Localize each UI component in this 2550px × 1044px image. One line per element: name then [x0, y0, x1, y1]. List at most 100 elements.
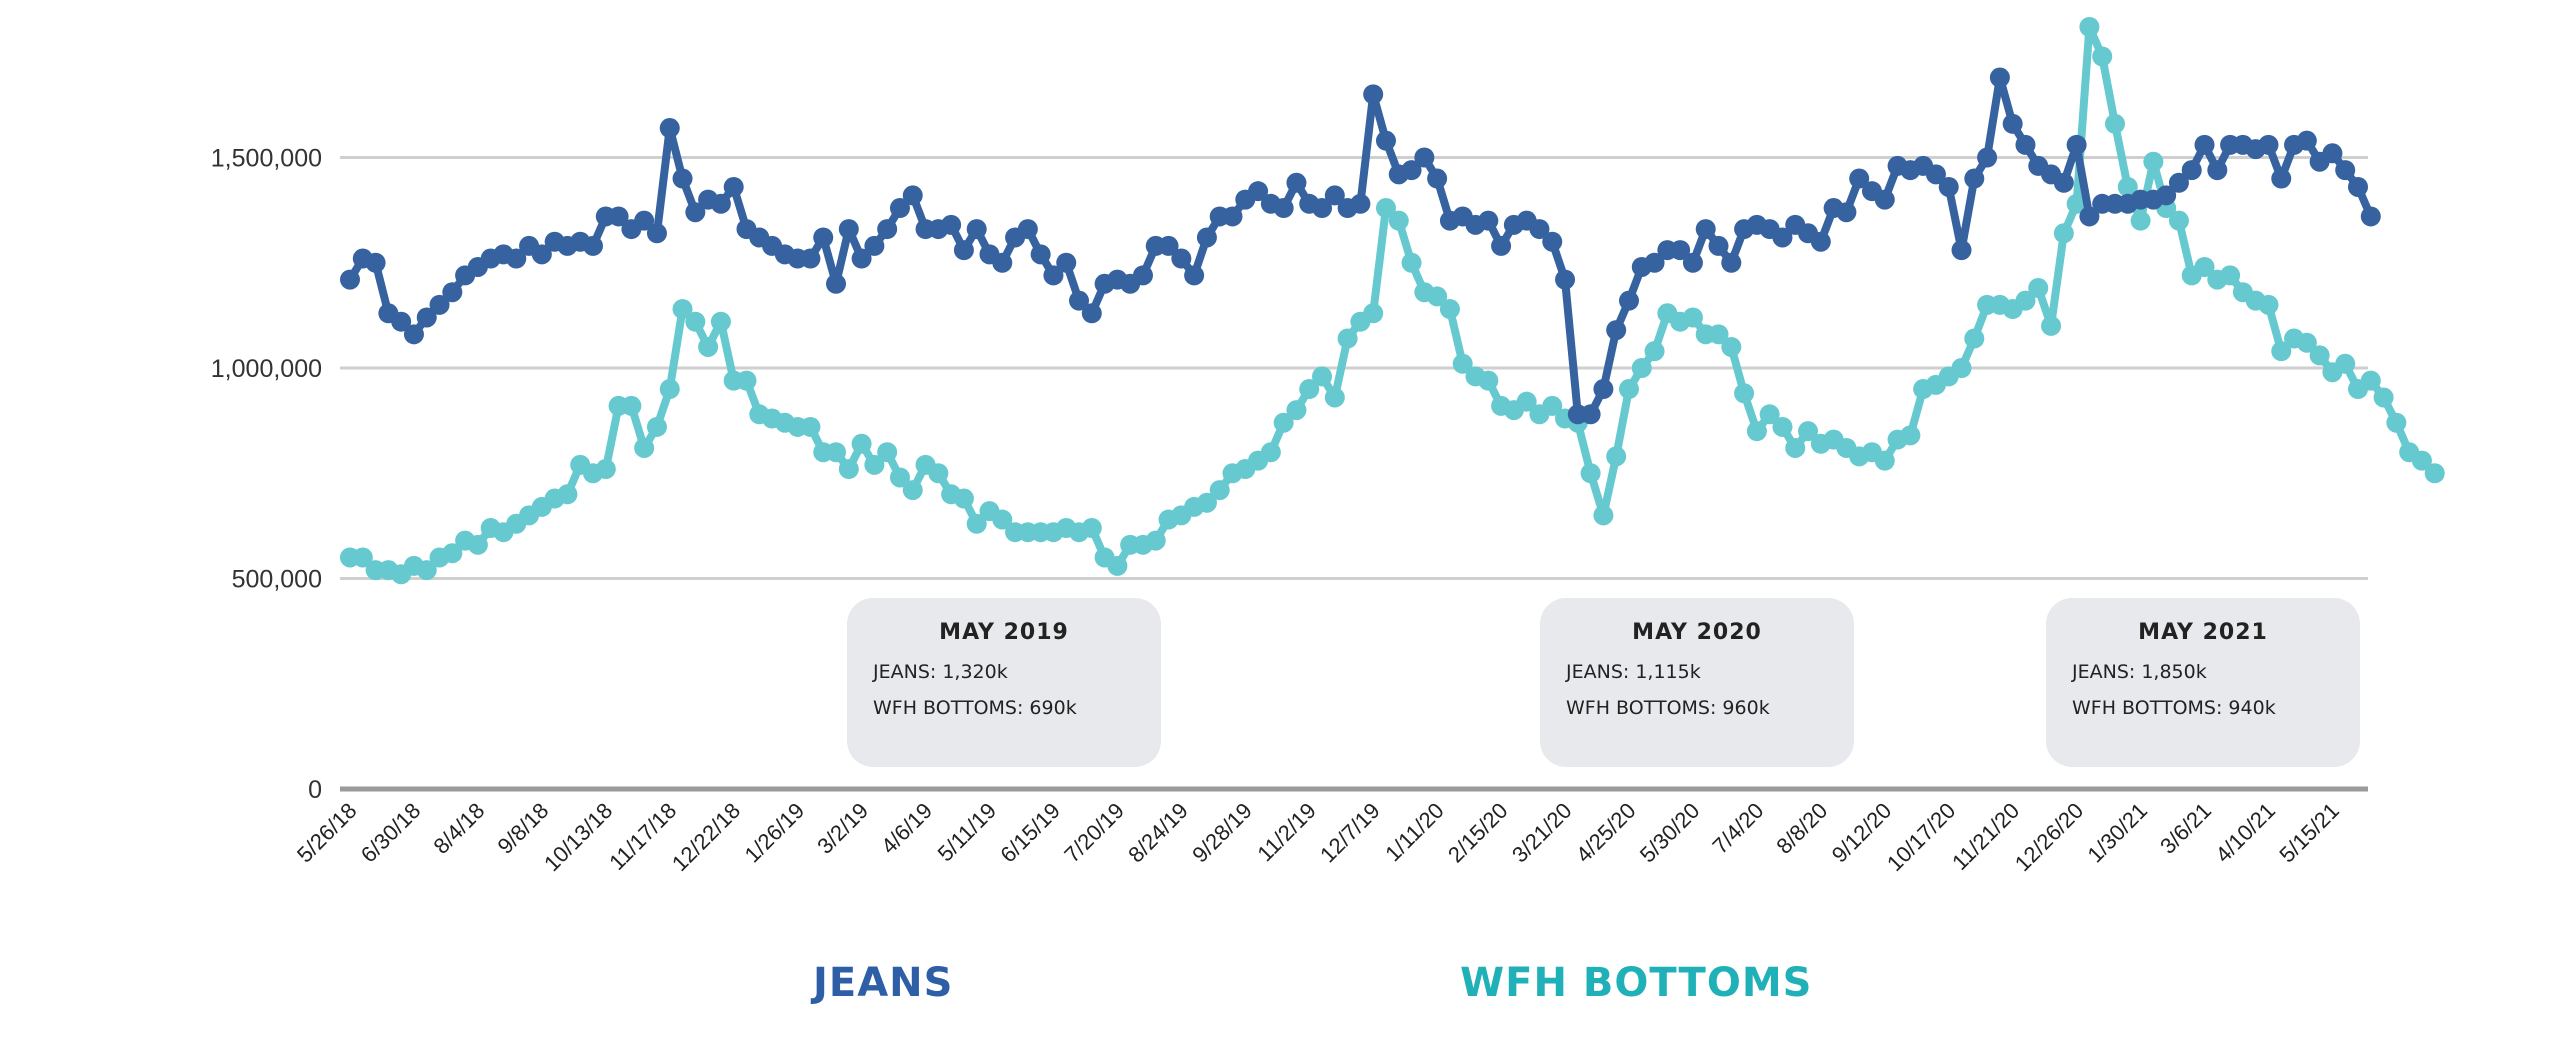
data-point — [1836, 202, 1857, 223]
data-point — [1618, 290, 1639, 311]
x-tick-label: 7/4/20 — [1707, 798, 1768, 859]
data-point — [1388, 210, 1409, 231]
data-point — [1695, 219, 1716, 240]
data-point — [1964, 168, 1985, 189]
data-point — [1478, 370, 1499, 391]
data-point — [1145, 530, 1166, 551]
data-point — [416, 307, 437, 328]
data-point — [1542, 231, 1563, 252]
annotation-jeans: JEANS: 1,850k — [2072, 661, 2207, 683]
data-point — [340, 269, 360, 290]
data-point — [1081, 303, 1102, 324]
data-point — [1785, 437, 1806, 458]
data-point — [1056, 252, 1077, 273]
data-point — [2066, 134, 2087, 155]
data-point — [1478, 210, 1499, 231]
x-tick-label: 9/28/19 — [1187, 798, 1257, 868]
data-point — [941, 214, 962, 235]
data-point — [467, 534, 488, 555]
series-line — [346, 73, 2375, 419]
data-point — [902, 480, 923, 501]
data-point — [2053, 172, 2074, 193]
data-point — [826, 273, 847, 294]
data-point — [416, 560, 437, 581]
x-tick-label: 10/13/18 — [539, 798, 617, 876]
data-point — [1849, 168, 1870, 189]
data-point — [1670, 240, 1691, 261]
data-point — [1593, 505, 1614, 526]
x-tick-label: 8/8/20 — [1771, 798, 1832, 859]
data-point — [966, 513, 987, 534]
data-point — [2207, 160, 2228, 181]
data-point — [1708, 235, 1729, 256]
data-point — [2271, 341, 2292, 362]
data-point — [710, 193, 731, 214]
data-point — [1746, 421, 1767, 442]
data-point — [646, 223, 667, 244]
x-tick-label: 4/10/21 — [2210, 798, 2280, 868]
data-point — [1644, 252, 1665, 273]
data-point — [1030, 244, 1051, 265]
data-point — [1375, 198, 1396, 219]
data-point — [1529, 219, 1550, 240]
data-point — [698, 336, 719, 357]
data-point — [826, 442, 847, 463]
data-point — [1618, 379, 1639, 400]
data-point — [1491, 235, 1512, 256]
data-point — [672, 168, 693, 189]
data-point — [2168, 210, 2189, 231]
data-point — [1196, 492, 1217, 513]
data-point — [2360, 370, 2381, 391]
x-tick-label: 1/11/20 — [1380, 798, 1448, 866]
data-point — [2335, 353, 2356, 374]
data-point — [1363, 303, 1384, 324]
data-point — [953, 240, 974, 261]
data-point — [506, 248, 527, 269]
legend-jeans: JEANS — [813, 960, 954, 1006]
data-point — [1273, 412, 1294, 433]
data-point — [1299, 379, 1320, 400]
data-point — [1439, 299, 1460, 320]
data-point — [1759, 404, 1780, 425]
data-point — [1081, 517, 1102, 538]
data-point — [1542, 395, 1563, 416]
data-point — [800, 416, 821, 437]
x-tick-label: 6/15/19 — [995, 798, 1065, 868]
data-point — [1810, 231, 1831, 252]
data-point — [442, 282, 463, 303]
x-tick-label: 11/21/20 — [1947, 798, 2024, 875]
data-point — [1132, 265, 1153, 286]
x-tick-label: 12/26/20 — [2010, 798, 2088, 876]
data-point — [2002, 113, 2023, 134]
data-point — [2373, 387, 2394, 408]
data-point — [2104, 113, 2125, 134]
data-point — [1107, 555, 1128, 576]
data-point — [1798, 421, 1819, 442]
annotation-title: MAY 2020 — [1632, 620, 1762, 645]
x-tick-label: 6/30/18 — [356, 798, 426, 868]
data-point — [877, 442, 898, 463]
data-point — [2130, 210, 2151, 231]
data-point — [1158, 235, 1179, 256]
annotation-jeans: JEANS: 1,115k — [1566, 661, 1701, 683]
annotation-wfh: WFH BOTTOMS: 690k — [873, 697, 1077, 719]
data-point — [1874, 189, 1895, 210]
data-point — [1350, 193, 1371, 214]
x-tick-label: 11/2/19 — [1252, 798, 1320, 866]
data-point — [723, 176, 744, 197]
data-point — [2360, 206, 2381, 227]
data-point — [608, 206, 629, 227]
data-point — [1708, 324, 1729, 345]
y-tick-label: 1,000,000 — [211, 355, 322, 383]
data-point — [992, 509, 1013, 530]
series-wfh-bottoms — [340, 16, 2445, 585]
data-point — [365, 252, 386, 273]
data-point — [1900, 425, 1921, 446]
data-point — [2156, 185, 2177, 206]
data-point — [1337, 328, 1358, 349]
data-point — [1427, 286, 1448, 307]
annotation-title: MAY 2021 — [2138, 620, 2268, 645]
data-point — [1363, 84, 1384, 105]
data-point — [1401, 160, 1422, 181]
